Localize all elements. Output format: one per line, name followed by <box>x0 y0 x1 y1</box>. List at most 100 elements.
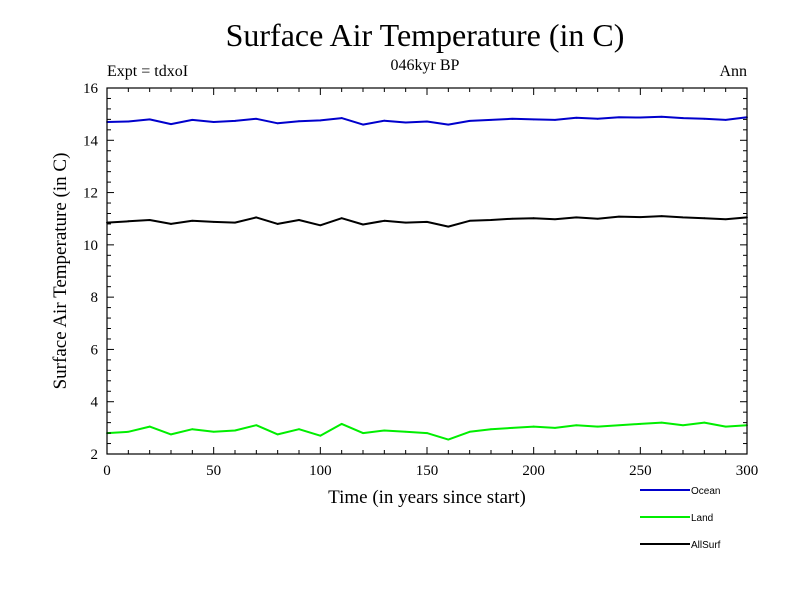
data-point-ocean <box>703 117 706 120</box>
data-point-ocean <box>426 120 428 123</box>
data-point-ocean <box>340 117 343 119</box>
data-point-allsurf <box>575 216 578 219</box>
data-point-ocean <box>170 123 172 125</box>
data-point-land <box>724 425 727 428</box>
data-point-allsurf <box>340 217 343 220</box>
data-point-allsurf <box>212 220 215 223</box>
data-point-land <box>490 428 492 431</box>
y-tick-label: 6 <box>91 342 99 358</box>
data-point-allsurf <box>298 219 300 221</box>
y-tick-label: 12 <box>83 186 98 202</box>
data-point-land <box>170 433 172 436</box>
data-point-land <box>276 433 279 436</box>
data-point-allsurf <box>276 223 279 225</box>
y-axis-label: Surface Air Temperature (in C) <box>50 153 71 390</box>
data-point-ocean <box>532 118 535 121</box>
y-tick-label: 8 <box>91 290 99 306</box>
data-point-allsurf <box>511 217 514 220</box>
data-point-ocean <box>596 117 599 120</box>
data-point-ocean <box>212 121 215 123</box>
data-point-ocean <box>234 120 236 122</box>
data-point-allsurf <box>234 221 236 224</box>
data-point-ocean <box>362 123 364 126</box>
series-line-land <box>106 421 748 441</box>
data-point-ocean <box>575 116 578 119</box>
experiment-label: Expt = tdxoI <box>107 63 188 80</box>
series-layer <box>106 115 748 441</box>
x-tick-label: 100 <box>309 463 332 479</box>
x-tick-label: 200 <box>522 463 545 479</box>
data-point-allsurf <box>383 219 386 222</box>
x-tick-label: 250 <box>629 463 652 479</box>
data-point-ocean <box>618 116 620 119</box>
data-point-allsurf <box>660 215 663 218</box>
data-point-ocean <box>447 123 450 126</box>
legend-label-allsurf: AllSurf <box>691 540 721 551</box>
data-point-allsurf <box>618 215 620 218</box>
data-point-land <box>639 423 642 425</box>
data-point-ocean <box>682 117 684 119</box>
data-point-land <box>340 423 343 425</box>
y-tick-label: 10 <box>83 238 98 254</box>
legend-label-ocean: Ocean <box>691 486 720 497</box>
data-point-ocean <box>127 120 130 123</box>
data-point-allsurf <box>362 223 364 226</box>
data-point-allsurf <box>682 216 684 219</box>
data-point-land <box>618 424 620 427</box>
data-point-allsurf <box>426 220 428 223</box>
legend-label-land: Land <box>691 513 713 524</box>
axes-layer: 0 50 100 150 200 250 300 2 4 6 8 10 12 14 16 <box>83 81 758 479</box>
data-point-land <box>234 429 236 432</box>
data-point-ocean <box>490 118 492 121</box>
data-point-land <box>532 425 535 428</box>
data-point-allsurf <box>554 218 556 221</box>
data-point-land <box>660 421 663 424</box>
data-point-ocean <box>639 116 642 119</box>
data-point-land <box>596 425 599 428</box>
data-point-allsurf <box>170 223 172 225</box>
data-point-allsurf <box>639 216 642 219</box>
x-tick-label: 150 <box>416 463 439 479</box>
data-point-land <box>191 428 194 431</box>
x-tick-label: 300 <box>736 463 759 479</box>
x-axis-label: Time (in years since start) <box>328 487 526 508</box>
data-point-land <box>703 421 706 424</box>
data-point-land <box>404 430 407 433</box>
data-point-land <box>127 430 130 433</box>
data-point-land <box>426 432 428 434</box>
data-point-land <box>682 424 684 427</box>
chart-title: Surface Air Temperature (in C) <box>226 17 625 53</box>
data-point-ocean <box>554 118 556 121</box>
data-point-allsurf <box>490 219 492 221</box>
data-point-ocean <box>724 118 727 121</box>
data-point-land <box>212 430 215 433</box>
data-point-allsurf <box>532 217 535 220</box>
data-point-allsurf <box>596 217 599 220</box>
data-point-land <box>511 426 514 429</box>
data-point-land <box>575 424 578 427</box>
data-point-ocean <box>511 117 514 120</box>
data-point-land <box>468 430 471 433</box>
data-point-ocean <box>404 121 407 124</box>
data-point-ocean <box>255 117 258 120</box>
legend: Ocean Land AllSurf <box>640 486 721 551</box>
data-point-ocean <box>468 120 471 122</box>
data-point-land <box>554 426 556 429</box>
data-point-land <box>383 429 386 432</box>
data-point-ocean <box>191 118 194 121</box>
data-point-allsurf <box>404 221 407 224</box>
data-point-allsurf <box>191 219 194 222</box>
y-tick-label: 4 <box>91 395 99 411</box>
chart-subtitle: 046kyr BP <box>391 57 460 74</box>
data-point-ocean <box>383 119 386 122</box>
data-point-allsurf <box>148 219 151 221</box>
data-point-land <box>298 428 300 431</box>
data-point-allsurf <box>447 225 450 228</box>
x-tick-label: 50 <box>206 463 221 479</box>
data-point-allsurf <box>724 218 727 221</box>
data-point-allsurf <box>127 220 130 223</box>
data-point-ocean <box>276 122 279 125</box>
data-point-land <box>362 432 364 434</box>
data-point-allsurf <box>255 216 258 219</box>
